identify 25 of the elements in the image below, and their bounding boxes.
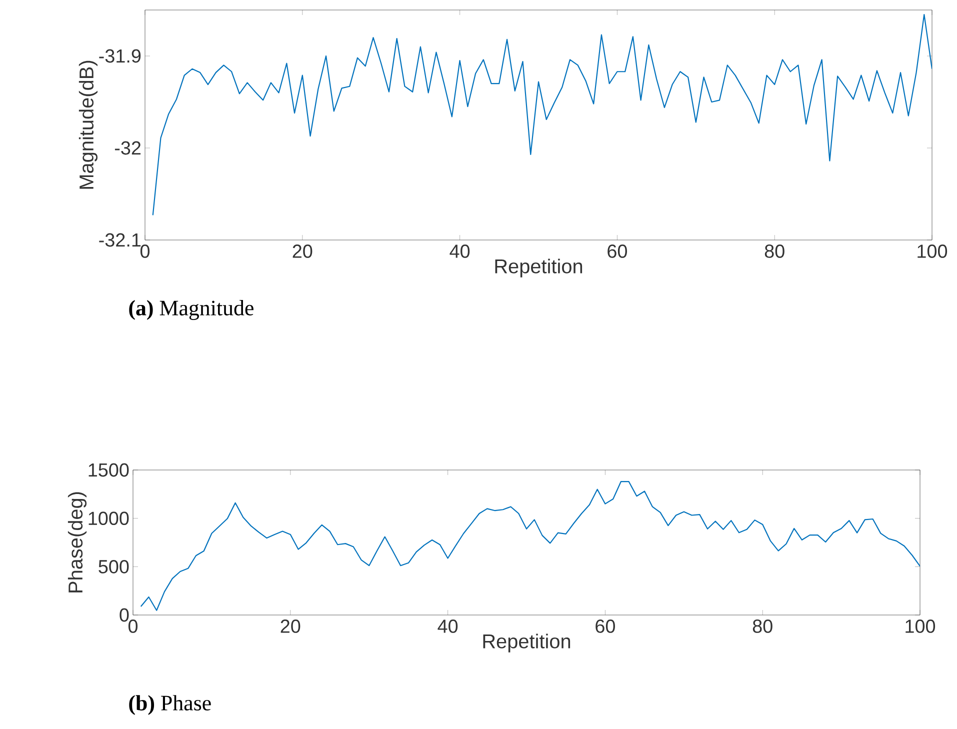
text: (b) Phase <box>129 695 211 715</box>
x-tick-label: 20 <box>280 620 300 633</box>
y-tick-label: 1000 <box>88 512 129 526</box>
x-axis-title: Repetition <box>483 634 570 652</box>
y-tick-label: -31.9 <box>99 49 141 63</box>
x-tick-label: 20 <box>292 244 312 258</box>
y-tick-label: -32 <box>114 141 141 155</box>
x-tick-label: 100 <box>906 620 936 633</box>
x-tick-label: 40 <box>450 244 470 258</box>
y-axis-title: Magnitude(dB) <box>78 60 98 189</box>
y-axis-title: Phase(deg) <box>68 492 87 592</box>
x-axis-title: Repetition <box>495 258 582 278</box>
x-tick-label: 80 <box>752 620 772 633</box>
x-tick-label: 60 <box>608 244 627 258</box>
x-tick-label: 40 <box>438 620 458 633</box>
x-tick-label: 60 <box>596 620 615 633</box>
x-tick-label: 100 <box>918 244 948 258</box>
y-tick-label: 0 <box>120 608 129 622</box>
line-series <box>140 481 920 611</box>
y-tick-label: -32.1 <box>99 233 141 247</box>
y-tick-label: 1500 <box>88 463 129 477</box>
text: (a) Magnitude <box>129 300 254 320</box>
y-tick-label: 500 <box>98 560 129 574</box>
x-tick-label: 80 <box>764 244 784 258</box>
x-tick-label: 0 <box>140 244 150 258</box>
